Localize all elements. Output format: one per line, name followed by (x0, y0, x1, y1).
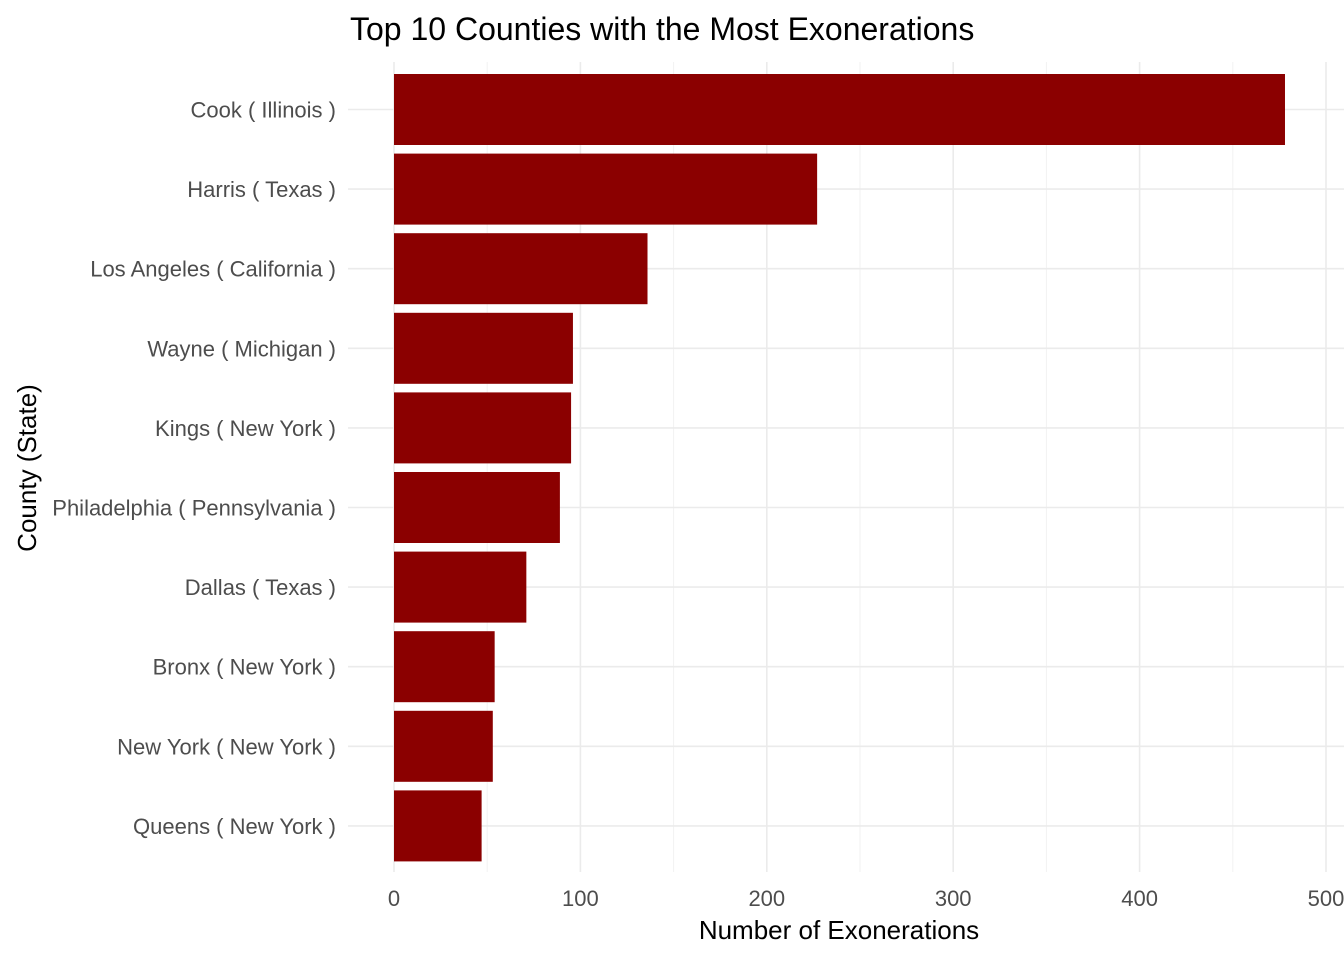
bars (394, 74, 1285, 862)
bar (394, 312, 573, 384)
y-tick-label: New York ( New York ) (117, 734, 336, 759)
x-axis-title: Number of Exonerations (699, 915, 979, 945)
y-tick-label: Dallas ( Texas ) (185, 575, 336, 600)
x-tick-label: 400 (1121, 886, 1158, 911)
x-tick-label: 300 (935, 886, 972, 911)
y-tick-label: Cook ( Illinois ) (191, 98, 336, 123)
y-tick-label: Los Angeles ( California ) (90, 257, 336, 282)
bar (394, 472, 560, 543)
bar (394, 710, 493, 782)
bar (394, 233, 648, 305)
bar (394, 790, 482, 862)
x-tick-label: 0 (388, 886, 400, 911)
y-tick-labels: Cook ( Illinois ) Harris ( Texas ) Los Ang… (52, 98, 336, 839)
x-tick-label: 200 (748, 886, 785, 911)
bar (394, 74, 1285, 145)
y-tick-label: Wayne ( Michigan ) (147, 336, 336, 361)
bar (394, 631, 495, 703)
x-tick-labels: 0 100 200 300 400 500 (388, 886, 1344, 911)
bar (394, 153, 818, 225)
y-tick-label: Kings ( New York ) (155, 416, 336, 441)
y-tick-label: Harris ( Texas ) (187, 177, 336, 202)
y-tick-label: Bronx ( New York ) (153, 655, 336, 680)
y-tick-label: Queens ( New York ) (133, 814, 336, 839)
x-tick-label: 100 (562, 886, 599, 911)
chart-title: Top 10 Counties with the Most Exoneratio… (350, 11, 974, 47)
bar (394, 551, 527, 623)
bar (394, 392, 572, 464)
y-axis-title: County (State) (12, 384, 42, 552)
y-tick-label: Philadelphia ( Pennsylvania ) (52, 496, 336, 521)
x-tick-label: 500 (1308, 886, 1344, 911)
